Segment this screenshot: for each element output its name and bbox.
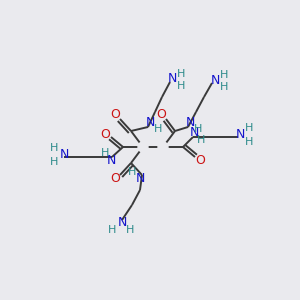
Text: H: H	[126, 225, 134, 235]
Text: H: H	[177, 81, 185, 91]
Text: H: H	[154, 124, 162, 134]
Text: N: N	[189, 127, 199, 140]
Text: H: H	[128, 167, 136, 177]
Circle shape	[138, 142, 148, 152]
Text: O: O	[110, 172, 120, 184]
Circle shape	[158, 142, 168, 152]
Text: N: N	[167, 73, 177, 85]
Text: H: H	[197, 135, 205, 145]
Text: N: N	[135, 172, 145, 185]
Text: H: H	[220, 70, 228, 80]
Text: H: H	[50, 157, 58, 167]
Text: N: N	[59, 148, 69, 160]
Text: N: N	[106, 154, 116, 167]
Text: H: H	[220, 82, 228, 92]
Text: O: O	[156, 109, 166, 122]
Text: H: H	[194, 124, 202, 134]
Text: N: N	[235, 128, 245, 140]
Text: O: O	[195, 154, 205, 166]
Text: H: H	[108, 225, 116, 235]
Text: N: N	[185, 116, 195, 130]
Text: N: N	[210, 74, 220, 86]
Text: H: H	[50, 143, 58, 153]
Text: H: H	[245, 137, 253, 147]
Text: N: N	[145, 116, 155, 130]
Text: O: O	[110, 109, 120, 122]
Text: H: H	[101, 148, 109, 158]
Text: N: N	[117, 217, 127, 230]
Text: H: H	[245, 123, 253, 133]
Text: O: O	[100, 128, 110, 140]
Text: H: H	[177, 69, 185, 79]
